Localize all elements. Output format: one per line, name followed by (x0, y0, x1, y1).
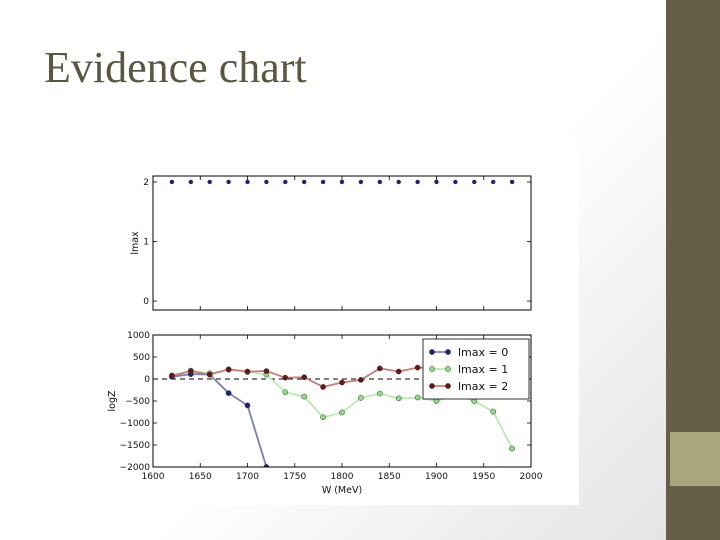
bottom-x-tick-label: 1650 (189, 472, 212, 482)
series-point-lmax2 (226, 367, 231, 372)
top-data-point (189, 180, 193, 184)
bottom-x-tick-label: 1900 (425, 472, 448, 482)
legend-swatch-marker (445, 366, 450, 371)
bottom-x-tick-label: 1950 (472, 472, 495, 482)
top-axes-frame (153, 176, 531, 310)
top-data-point (378, 180, 382, 184)
top-data-point (397, 180, 401, 184)
series-line-lmax0 (172, 374, 267, 467)
top-data-point (264, 180, 268, 184)
series-point-lmax2 (339, 380, 344, 385)
legend-swatch-marker (429, 383, 434, 388)
top-y-tick-label: 0 (143, 297, 149, 307)
series-point-lmax2 (264, 368, 269, 373)
top-data-point (245, 180, 249, 184)
series-point-lmax1 (283, 390, 288, 395)
series-point-lmax2 (377, 366, 382, 371)
bottom-y-tick-label: −1500 (120, 441, 151, 451)
top-y-axis-label: lmax (130, 231, 141, 255)
bottom-x-tick-label: 2000 (520, 472, 543, 482)
series-point-lmax2 (188, 368, 193, 373)
top-data-point (491, 180, 495, 184)
bottom-y-tick-label: −500 (125, 397, 150, 407)
series-point-lmax2 (283, 375, 288, 380)
series-point-lmax2 (396, 369, 401, 374)
legend: lmax = 0 lmax = 1 lmax = 2 (423, 339, 529, 399)
legend-swatch-marker (429, 349, 434, 354)
bottom-x-tick-label: 1700 (236, 472, 259, 482)
top-data-point (434, 180, 438, 184)
series-point-lmax1 (377, 391, 382, 396)
series-point-lmax0 (226, 390, 231, 395)
top-data-point (472, 180, 476, 184)
series-point-lmax2 (302, 375, 307, 380)
bottom-y-tick-label: 0 (144, 375, 150, 385)
top-data-point (208, 180, 212, 184)
top-panel: 0 1 2 lmax (130, 176, 531, 310)
series-point-lmax2 (358, 377, 363, 382)
bottom-x-axis-label: W (MeV) (322, 485, 362, 496)
legend-swatch-marker (445, 383, 450, 388)
series-point-lmax1 (321, 415, 326, 420)
series-point-lmax1 (415, 395, 420, 400)
bottom-x-tick-label: 1800 (331, 472, 354, 482)
top-data-point (283, 180, 287, 184)
series-point-lmax1 (302, 394, 307, 399)
series-point-lmax2 (245, 369, 250, 374)
series-point-lmax2 (415, 365, 420, 370)
bottom-x-tick-label: 1850 (378, 472, 401, 482)
bottom-y-tick-label: −1000 (120, 419, 151, 429)
top-data-point (510, 180, 514, 184)
top-data-point (453, 180, 457, 184)
bottom-y-tick-label: 500 (133, 353, 150, 363)
series-point-lmax1 (491, 409, 496, 414)
top-data-point (170, 180, 174, 184)
top-data-point (359, 180, 363, 184)
series-point-lmax1 (339, 410, 344, 415)
series-point-lmax1 (396, 396, 401, 401)
top-y-tick-label: 2 (143, 178, 149, 188)
top-data-point (226, 180, 230, 184)
series-point-lmax1 (510, 446, 515, 451)
legend-entry-label: lmax = 1 (458, 363, 508, 376)
top-data-point (302, 180, 306, 184)
bottom-x-tick-label: 1600 (142, 472, 165, 482)
slide-title: Evidence chart (44, 42, 307, 93)
bottom-x-tick-label: 1750 (283, 472, 306, 482)
series-point-lmax2 (207, 372, 212, 377)
bottom-y-axis-label: logZ (107, 390, 118, 411)
series-point-lmax2 (169, 373, 174, 378)
side-decor-accent (670, 432, 720, 486)
legend-swatch-marker (445, 349, 450, 354)
series-point-lmax0 (245, 403, 250, 408)
bottom-y-tick-label: 1000 (127, 331, 150, 341)
top-data-point (340, 180, 344, 184)
legend-entry-label: lmax = 2 (458, 380, 508, 393)
evidence-figure: 0 1 2 lmax 1000 500 0 −500 −1000 −1500 −2000 1600 16… (105, 140, 579, 505)
top-y-tick-label: 1 (143, 238, 149, 248)
legend-entry-label: lmax = 0 (458, 346, 508, 359)
top-data-point (321, 180, 325, 184)
series-point-lmax2 (321, 384, 326, 389)
top-data-point (415, 180, 419, 184)
series-point-lmax1 (358, 395, 363, 400)
legend-swatch-marker (429, 366, 434, 371)
